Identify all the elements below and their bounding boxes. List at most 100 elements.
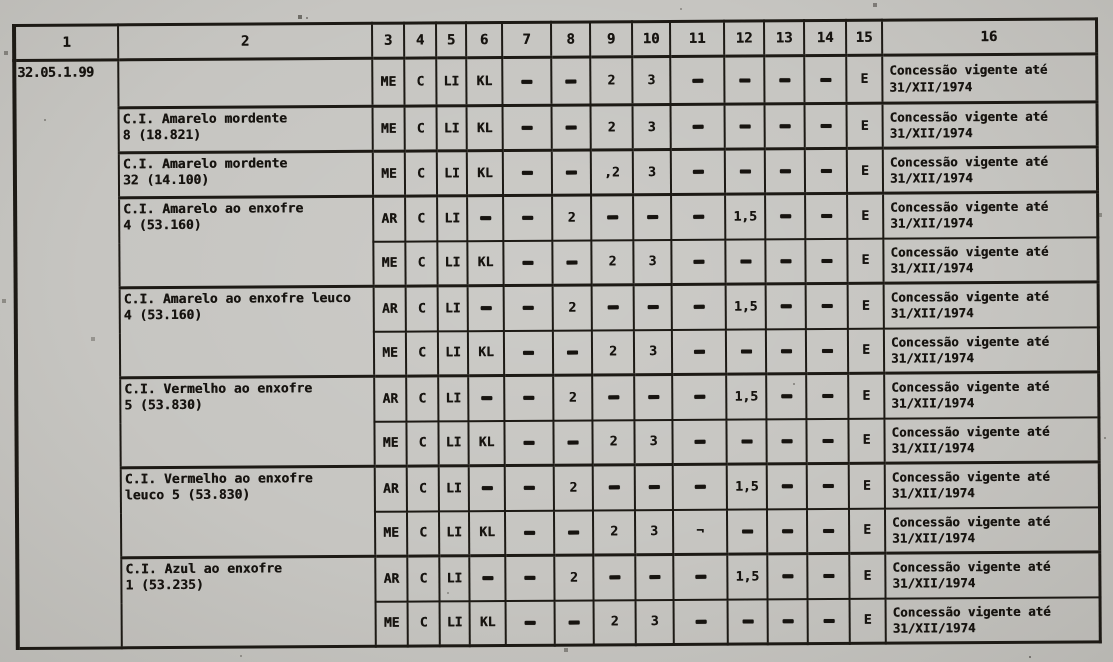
value-cell bbox=[767, 598, 808, 644]
value-cell bbox=[806, 508, 850, 554]
value-cell bbox=[553, 419, 593, 466]
value-cell bbox=[672, 419, 727, 465]
item-name-cell: C.I. Amarelo ao enxofre 4 (53.160) bbox=[119, 196, 374, 288]
value-cell bbox=[671, 194, 726, 240]
concession-note-line: Concessão vigente até bbox=[890, 243, 1049, 260]
value-cell bbox=[805, 193, 848, 239]
value-cell bbox=[807, 598, 850, 644]
dash-mark bbox=[822, 528, 834, 533]
registry-table: 1 2 3 4 5 6 7 8 9 10 11 12 13 14 15 16 32.05.1.99 ME C LI K… bbox=[12, 17, 1102, 650]
value-cell bbox=[467, 195, 504, 241]
value-cell: 2 bbox=[590, 56, 633, 105]
dash-mark bbox=[821, 304, 833, 309]
value-cell: E bbox=[849, 598, 886, 644]
value-cell: 1,5 bbox=[725, 193, 766, 240]
dash-mark bbox=[820, 123, 832, 129]
concession-note-cell: Concessão vigente até 31/XII/1974 bbox=[882, 53, 1097, 104]
dash-mark bbox=[521, 170, 533, 175]
value-cell bbox=[592, 374, 635, 420]
value-cell bbox=[725, 328, 767, 375]
dash-mark bbox=[692, 215, 704, 220]
item-name-line: 8 (18.821) bbox=[122, 128, 202, 144]
value-cell: 2 bbox=[593, 599, 636, 645]
dash-mark bbox=[568, 620, 580, 625]
value-cell bbox=[502, 57, 552, 106]
dash-mark bbox=[781, 438, 793, 444]
value-cell bbox=[806, 463, 849, 509]
value-cell bbox=[765, 328, 807, 374]
value-cell bbox=[672, 374, 727, 420]
value-cell bbox=[551, 56, 591, 106]
value-cell bbox=[504, 465, 554, 511]
dash-mark bbox=[481, 486, 493, 491]
value-cell: 2 bbox=[592, 419, 635, 465]
col-header-1: 1 bbox=[14, 24, 119, 61]
value-cell bbox=[805, 238, 848, 284]
dash-mark bbox=[694, 575, 706, 580]
item-name-line: C.I. Amarelo ao enxofre leuco bbox=[123, 290, 351, 308]
value-cell: ME bbox=[373, 331, 407, 377]
concession-note-cell: Concessão vigente até 31/XII/1974 bbox=[884, 416, 1099, 464]
value-cell bbox=[468, 465, 505, 511]
concession-note-cell: Concessão vigente até 31/XII/1974 bbox=[885, 551, 1100, 599]
value-cell bbox=[551, 104, 591, 151]
value-cell bbox=[551, 149, 592, 196]
dash-mark bbox=[479, 216, 491, 221]
dash-mark bbox=[567, 440, 579, 445]
dash-mark bbox=[480, 396, 492, 401]
value-cell: 2 bbox=[554, 554, 594, 601]
value-cell: 3 bbox=[634, 509, 674, 555]
concession-note-cell: Concessão vigente até 31/XII/1974 bbox=[882, 146, 1098, 194]
dash-mark bbox=[741, 439, 753, 444]
value-cell bbox=[766, 508, 808, 554]
value-cell bbox=[764, 148, 806, 194]
item-name-line: 4 (53.160) bbox=[123, 218, 202, 234]
dash-mark bbox=[821, 394, 833, 399]
table-row: C.I. Amarelo ao enxofre leuco 4 (53.160) A… bbox=[16, 281, 1098, 378]
dash-mark bbox=[692, 169, 704, 174]
value-cell: E bbox=[848, 418, 885, 464]
concession-note-line: 31/XII/1974 bbox=[892, 575, 976, 591]
value-cell: LI bbox=[438, 420, 469, 466]
value-cell bbox=[591, 194, 634, 240]
item-name-cell: C.I. Amarelo mordente 8 (18.821) bbox=[118, 106, 373, 153]
item-name-line: 5 (53.830) bbox=[124, 398, 203, 414]
item-name-line: 32 (14.100) bbox=[122, 173, 210, 189]
value-cell bbox=[671, 284, 726, 330]
concession-note-line: Concessão vigente até bbox=[889, 61, 1048, 78]
value-cell: C bbox=[404, 57, 437, 107]
dash-mark bbox=[693, 395, 705, 400]
dash-mark bbox=[608, 575, 620, 580]
value-cell: C bbox=[407, 600, 440, 647]
dash-mark bbox=[739, 169, 751, 174]
col-header-10: 10 bbox=[631, 21, 671, 57]
concession-note-cell: Concessão vigente até 31/XII/1974 bbox=[883, 281, 1098, 329]
item-name-cell bbox=[118, 58, 373, 108]
value-cell bbox=[804, 55, 847, 104]
item-name-cell: C.I. Vermelho ao enxofre 5 (53.830) bbox=[120, 376, 375, 468]
concession-note-line: Concessão vigente até bbox=[892, 603, 1051, 620]
table-row: 32.05.1.99 ME C LI KL 2 3 E Concessão vigente at… bbox=[14, 53, 1097, 649]
value-cell bbox=[552, 329, 593, 376]
value-cell: C bbox=[406, 375, 439, 422]
value-cell bbox=[765, 283, 806, 329]
value-cell: ME bbox=[372, 151, 406, 197]
value-cell bbox=[505, 600, 555, 646]
dash-mark bbox=[566, 260, 578, 265]
col-header-16: 16 bbox=[881, 18, 1097, 56]
concession-note-line: 31/XII/1974 bbox=[889, 125, 973, 141]
item-name-line: C.I. Vermelho ao enxofre bbox=[124, 381, 313, 398]
value-cell bbox=[553, 509, 594, 556]
value-cell: KL bbox=[466, 57, 503, 106]
value-cell: ME bbox=[372, 106, 405, 152]
value-cell: LI bbox=[437, 330, 469, 376]
dash-mark bbox=[739, 124, 751, 129]
concession-note-line: Concessão vigente até bbox=[890, 333, 1050, 350]
item-name-line: leuco 5 (53.830) bbox=[124, 487, 251, 504]
concession-note-line: Concessão vigente até bbox=[891, 468, 1050, 485]
concession-note-cell: Concessão vigente até 31/XII/1974 bbox=[882, 101, 1097, 149]
value-cell: ME bbox=[375, 601, 408, 647]
dash-mark bbox=[820, 214, 832, 219]
dash-mark bbox=[521, 79, 533, 84]
